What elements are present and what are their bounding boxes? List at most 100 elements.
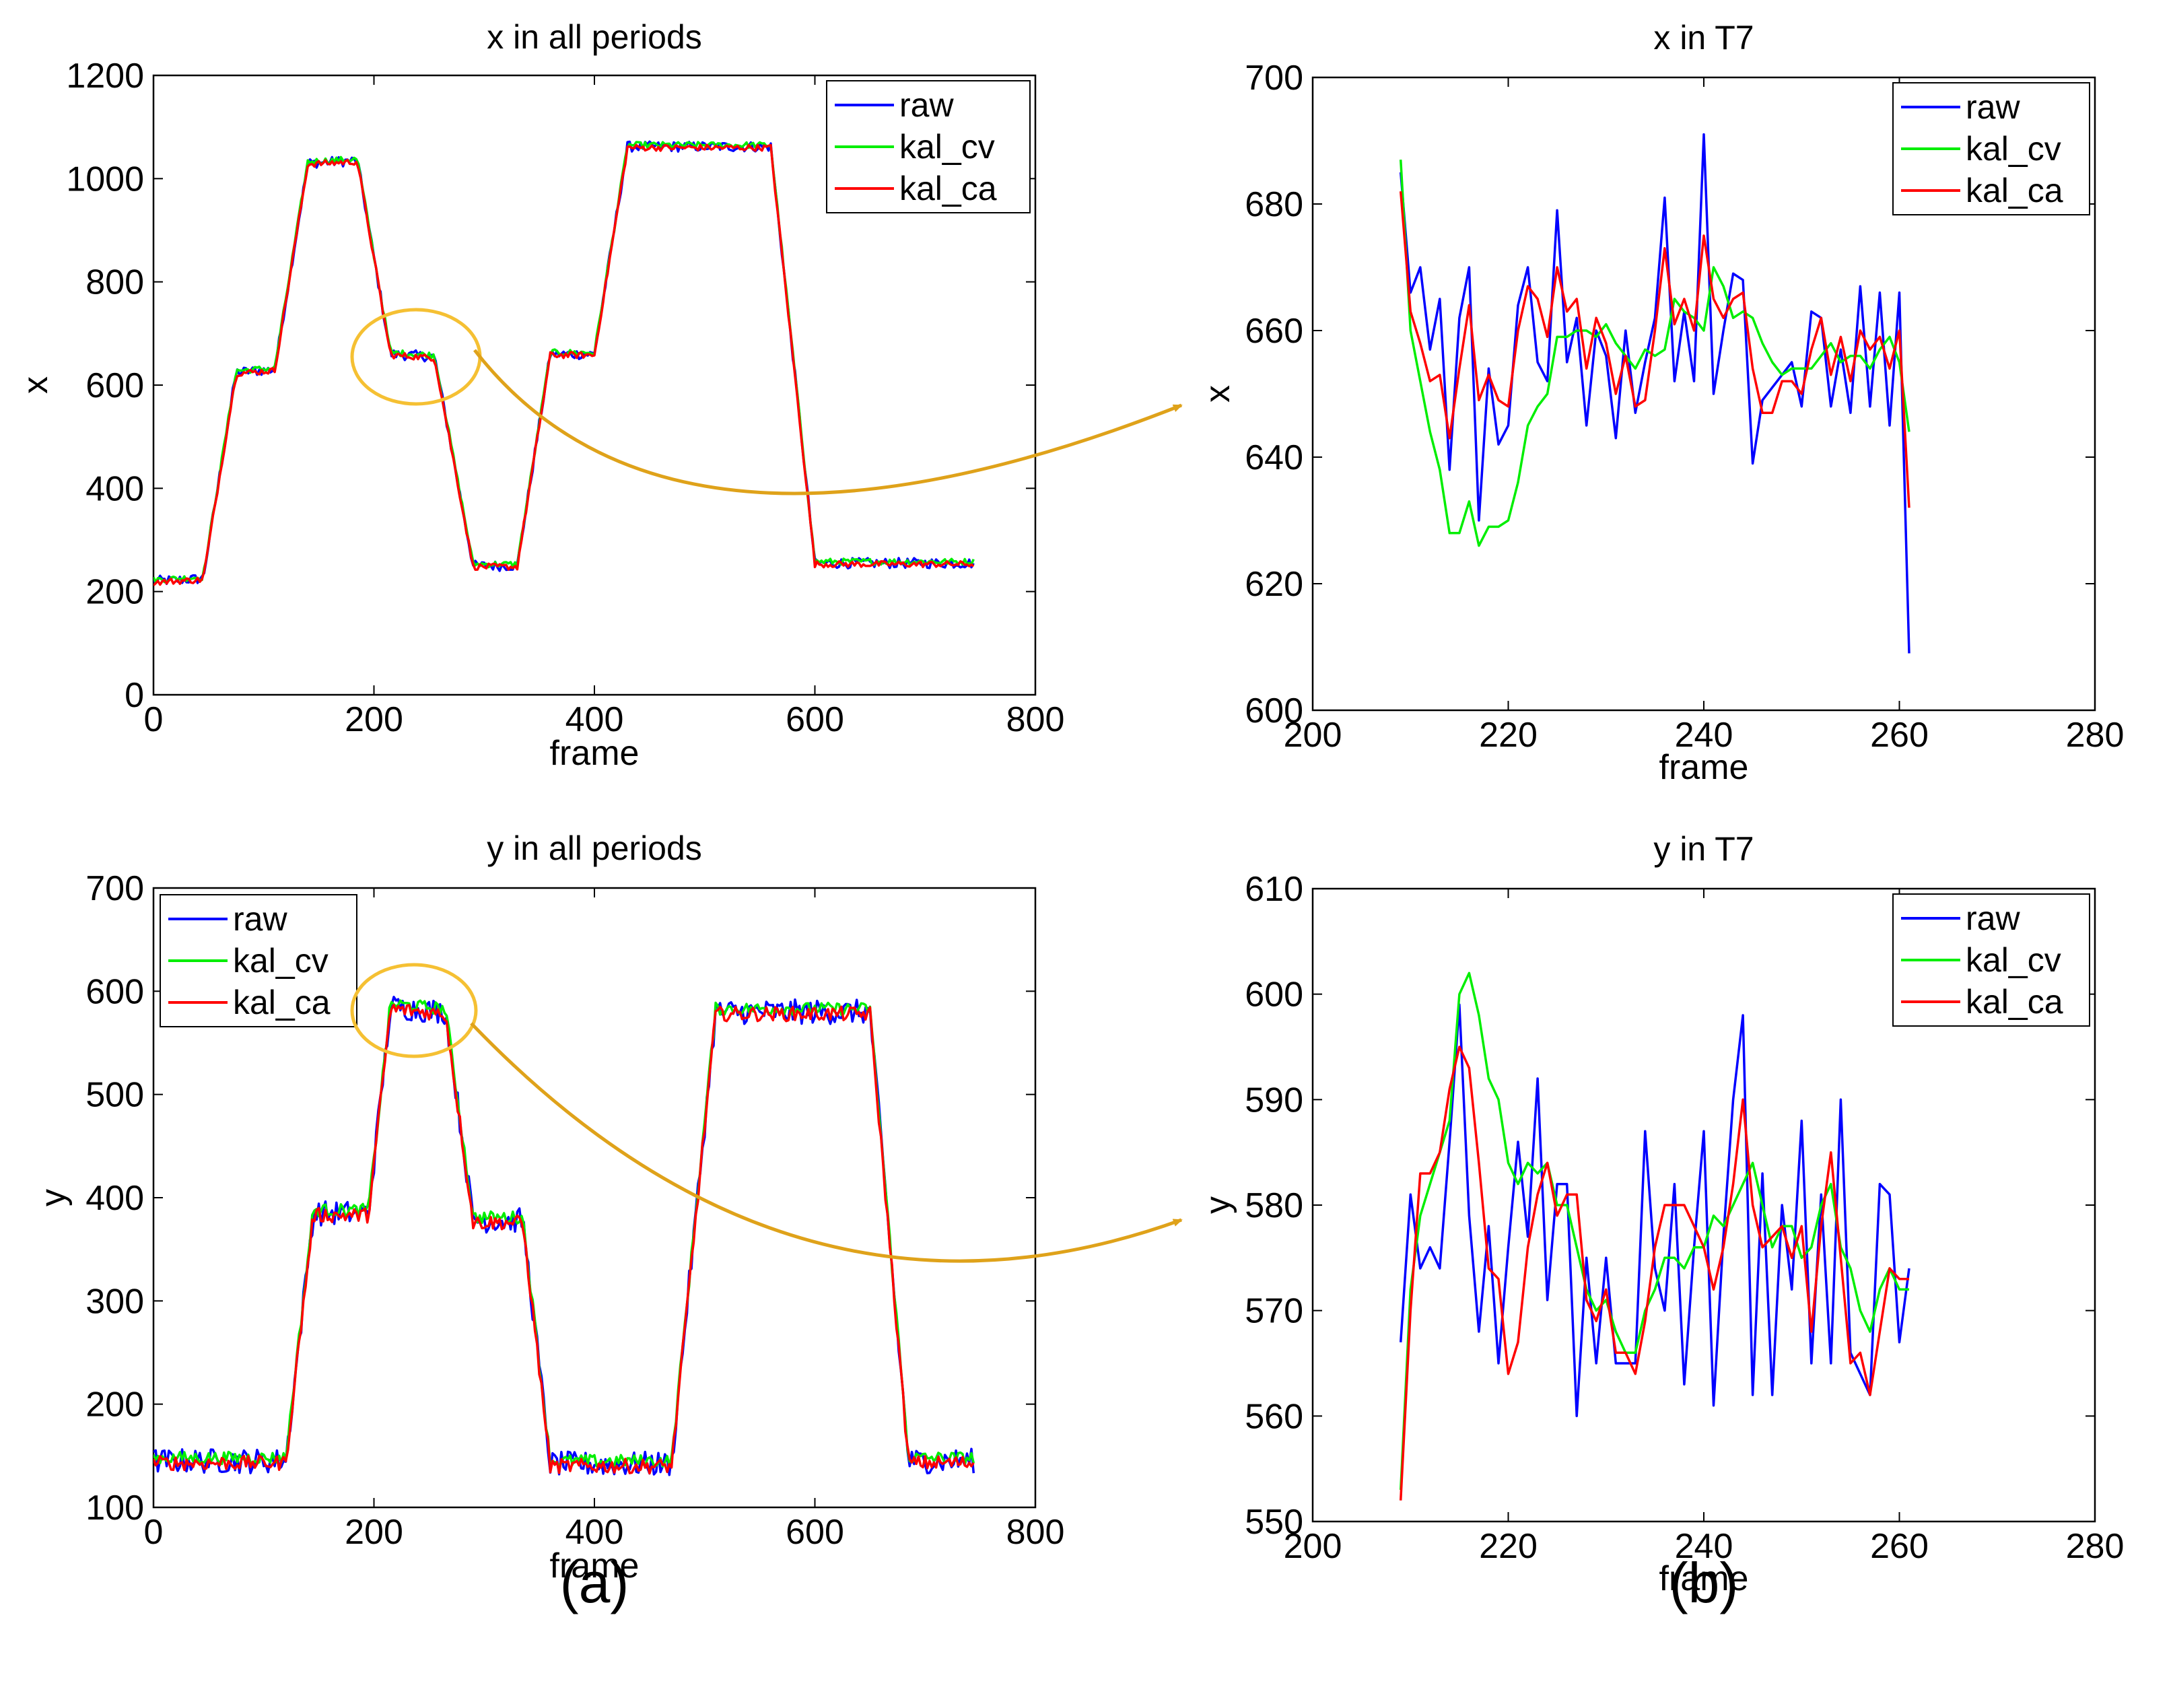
x-tick-label: 260	[1870, 716, 1929, 755]
axis-ticks: 0 200 400 600 800 100 200 300 400 500 600 700	[85, 869, 1064, 1552]
x-tick-label: 600	[786, 1513, 844, 1552]
x-tick-label: 400	[565, 700, 624, 739]
y-tick-label: 0	[125, 676, 144, 715]
axis-ticks: 0 200 400 600 800 0 200 400 600 800 1000 1200	[66, 57, 1064, 739]
y-tick-label: 600	[85, 972, 144, 1011]
y-tick-label: 590	[1245, 1081, 1303, 1120]
x-tick-label: 600	[786, 700, 844, 739]
x-axis-label: frame	[550, 1546, 640, 1585]
legend-label-kal-ca: kal_ca	[899, 170, 997, 207]
y-tick-label: 800	[85, 263, 144, 302]
legend: raw kal_cv kal_ca	[160, 894, 357, 1027]
y-tick-label: 600	[1245, 976, 1303, 1015]
series-lines	[1399, 971, 1910, 1501]
legend: raw kal_cv kal_ca	[1892, 82, 2090, 215]
legend-label-kal-cv: kal_cv	[1966, 941, 2061, 979]
y-tick-label: 700	[85, 869, 144, 908]
legend-label-kal-ca: kal_ca	[233, 984, 331, 1021]
y-tick-label: 1000	[66, 160, 144, 199]
y-tick-label: 1200	[66, 57, 144, 96]
chart-y-in-all-periods: y in all periods frame y 0 200 400 600 800 10…	[34, 829, 1064, 1585]
y-tick-label: 700	[1245, 59, 1303, 98]
x-tick-label: 200	[1284, 1527, 1342, 1566]
chart-x-in-t7: x in T7 frame x 200 220 240 260 280 600 620 640…	[1198, 19, 2124, 787]
caption-a: (a)	[560, 1551, 629, 1614]
zoom-arrow-y	[470, 1022, 1183, 1263]
axis-ticks: 200 220 240 260 280 550 560 570 580 590 600 610	[1245, 870, 2124, 1566]
series-line-kal-cv	[1399, 160, 1910, 547]
x-tick-label: 800	[1006, 1513, 1065, 1552]
y-axis-label: y	[34, 1189, 73, 1206]
x-tick-label: 0	[144, 700, 164, 739]
series-line-kal-cv	[153, 999, 975, 1468]
y-axis-label: x	[1198, 385, 1237, 403]
y-tick-label: 400	[85, 1179, 144, 1218]
chart-title: y in all periods	[487, 829, 702, 867]
legend-label-raw: raw	[233, 900, 287, 938]
y-tick-label: 580	[1245, 1186, 1303, 1225]
x-tick-label: 280	[2066, 1527, 2125, 1566]
series-line-kal-ca	[153, 1003, 975, 1475]
series-line-kal-ca	[1399, 191, 1910, 508]
series-lines	[153, 996, 975, 1476]
x-axis-label: frame	[1659, 748, 1749, 787]
x-tick-label: 800	[1006, 700, 1065, 739]
y-tick-label: 620	[1245, 565, 1303, 604]
legend-label-kal-cv: kal_cv	[899, 128, 995, 166]
legend-label-kal-ca: kal_ca	[1966, 172, 2063, 209]
series-line-raw	[1399, 133, 1910, 654]
y-tick-label: 660	[1245, 312, 1303, 351]
y-tick-label: 570	[1245, 1292, 1303, 1331]
legend-label-kal-cv: kal_cv	[233, 942, 329, 980]
legend-label-kal-cv: kal_cv	[1966, 130, 2061, 168]
chart-x-in-all-periods: x in all periods frame x 0 200 400 600 800 0 2…	[16, 18, 1064, 773]
y-tick-label: 200	[85, 1386, 144, 1425]
y-tick-label: 600	[1245, 691, 1303, 730]
y-tick-label: 600	[85, 366, 144, 405]
zoom-arrow-x	[473, 349, 1183, 496]
legend: raw kal_cv kal_ca	[1892, 893, 2090, 1027]
x-axis-label: frame	[1659, 1559, 1749, 1598]
x-tick-label: 200	[345, 700, 403, 739]
x-tick-label: 240	[1675, 1527, 1733, 1566]
x-tick-label: 400	[565, 1513, 624, 1552]
y-tick-label: 640	[1245, 438, 1303, 477]
series-line-kal-ca	[1399, 1046, 1909, 1501]
x-tick-label: 200	[1284, 716, 1342, 755]
y-tick-label: 300	[85, 1282, 144, 1321]
y-axis-label: x	[16, 376, 55, 394]
y-tick-label: 400	[85, 469, 144, 508]
zoom-region-ellipse	[350, 963, 478, 1058]
x-tick-label: 200	[345, 1513, 403, 1552]
y-tick-label: 560	[1245, 1397, 1303, 1436]
series-line-raw	[1399, 1003, 1910, 1418]
x-tick-label: 260	[1870, 1527, 1929, 1566]
y-axis-label: y	[1198, 1196, 1237, 1214]
x-tick-label: 0	[144, 1513, 164, 1552]
y-tick-label: 200	[85, 573, 144, 612]
legend-label-raw: raw	[1966, 88, 2020, 126]
legend-label-kal-ca: kal_ca	[1966, 983, 2063, 1021]
series-lines	[153, 140, 975, 586]
x-tick-label: 240	[1675, 716, 1733, 755]
y-tick-label: 100	[85, 1489, 144, 1528]
y-tick-label: 680	[1245, 185, 1303, 224]
x-axis-label: frame	[550, 734, 640, 773]
axis-ticks: 200 220 240 260 280 600 620 640 660 680 700	[1245, 59, 2124, 755]
series-line-kal-ca	[153, 143, 975, 586]
chart-title: x in T7	[1653, 19, 1754, 57]
chart-title: y in T7	[1653, 830, 1754, 868]
series-lines	[1399, 133, 1910, 654]
chart-title: x in all periods	[487, 18, 702, 56]
y-tick-label: 610	[1245, 870, 1303, 909]
y-tick-label: 500	[85, 1076, 144, 1115]
x-tick-label: 220	[1479, 1527, 1538, 1566]
x-tick-label: 280	[2066, 716, 2125, 755]
chart-y-in-t7: y in T7 frame y 200 220 240 260 280 550 560 570…	[1198, 830, 2124, 1598]
caption-b: (b)	[1669, 1551, 1739, 1614]
legend: raw kal_cv kal_ca	[826, 80, 1031, 213]
legend-label-raw: raw	[1966, 899, 2020, 937]
legend-label-raw: raw	[899, 86, 954, 124]
x-tick-label: 220	[1479, 716, 1538, 755]
